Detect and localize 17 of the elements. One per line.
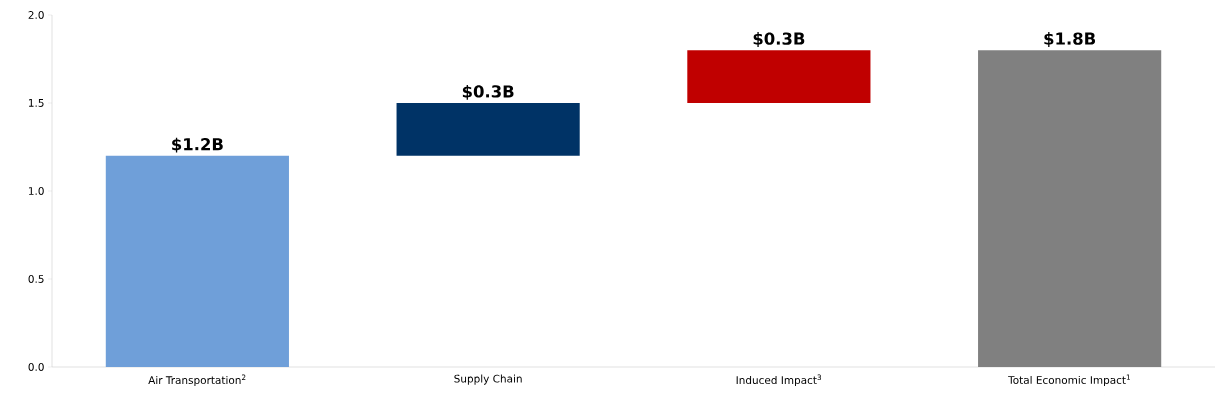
bar [978,50,1162,367]
x-tick-label: Supply Chain [454,374,522,385]
bar [105,155,289,367]
data-label: $1.2B [172,137,223,153]
data-label: $0.3B [462,84,514,100]
data-label: $1.8B [1044,32,1096,47]
y-tick-label: 0.0 [28,363,44,371]
y-tick-label: 1.0 [28,187,44,195]
bar [687,50,871,103]
x-tick-label: Air Transportation$^{2}$ [148,374,246,387]
x-tick-label: Induced Impact$^{3}$ [736,374,822,387]
data-label: $0.3B [753,32,805,47]
bar [396,103,580,156]
y-tick-label: 1.5 [28,99,44,107]
x-tick-label: Total Economic Impact$^{1}$ [1008,374,1130,386]
y-tick-label: 0.5 [28,275,44,283]
y-tick-label: 2.0 [28,11,44,19]
